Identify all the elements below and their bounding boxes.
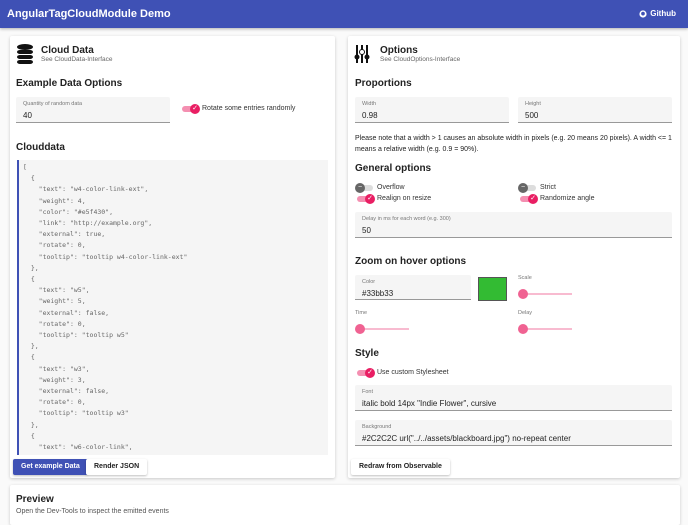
tune-icon bbox=[354, 45, 370, 63]
proportions-heading: Proportions bbox=[355, 78, 412, 89]
height-value[interactable]: 500 bbox=[525, 111, 539, 120]
github-link[interactable]: Github bbox=[639, 9, 676, 18]
delay-value[interactable]: 50 bbox=[362, 226, 371, 235]
check-icon: ✓ bbox=[190, 103, 200, 114]
realign-label: Realign on resize bbox=[377, 195, 432, 202]
redraw-button[interactable]: Redraw from Observable bbox=[351, 459, 450, 475]
quantity-input[interactable]: Quantity of random data 40 bbox=[16, 97, 170, 123]
quantity-label: Quantity of random data bbox=[23, 101, 83, 107]
card-subtitle: See CloudOptions-Interface bbox=[380, 56, 461, 63]
strict-toggle[interactable]: − Strict bbox=[518, 182, 556, 193]
color-label: Color bbox=[362, 279, 376, 285]
slider-thumb[interactable] bbox=[518, 324, 528, 334]
card-title: Cloud Data bbox=[41, 45, 94, 56]
cloud-data-card: Cloud Data See CloudData-Interface Examp… bbox=[10, 36, 335, 478]
top-toolbar: AngularTagCloudModule Demo Github bbox=[0, 0, 688, 28]
app-title: AngularTagCloudModule Demo bbox=[7, 8, 171, 20]
custom-stylesheet-toggle[interactable]: ✓ Use custom Stylesheet bbox=[357, 367, 449, 378]
database-icon bbox=[17, 44, 33, 64]
slider-thumb[interactable] bbox=[518, 289, 528, 299]
width-note: Please note that a width > 1 causes an a… bbox=[355, 135, 672, 153]
font-label: Font bbox=[362, 389, 374, 395]
delay-label: Delay in ms for each word (e.g. 300) bbox=[362, 216, 451, 222]
check-icon: ✓ bbox=[528, 193, 538, 204]
minus-icon: − bbox=[355, 182, 365, 193]
example-data-heading: Example Data Options bbox=[16, 78, 123, 89]
scale-label: Scale bbox=[518, 275, 532, 281]
slider-thumb[interactable] bbox=[355, 324, 365, 334]
realign-toggle[interactable]: ✓ Realign on resize bbox=[357, 193, 432, 204]
custom-stylesheet-label: Use custom Stylesheet bbox=[377, 369, 449, 376]
rotate-toggle[interactable]: ✓ Rotate some entries randomly bbox=[182, 103, 296, 114]
json-textarea[interactable]: [ { "text": "w4-color-link-ext", "weight… bbox=[17, 160, 328, 455]
rotate-label: Rotate some entries randomly bbox=[202, 105, 296, 112]
height-label: Height bbox=[525, 101, 541, 107]
background-input[interactable]: Background #2C2C2C url("../../assets/bla… bbox=[355, 420, 672, 446]
color-input[interactable]: Color #33bb33 bbox=[355, 275, 471, 300]
font-input[interactable]: Font italic bold 14px "Indie Flower", cu… bbox=[355, 385, 672, 411]
randomize-angle-toggle[interactable]: ✓ Randomize angle bbox=[520, 193, 595, 204]
preview-card: Preview Open the Dev-Tools to inspect th… bbox=[10, 485, 680, 525]
color-value[interactable]: #33bb33 bbox=[362, 289, 394, 298]
general-options-heading: General options bbox=[355, 163, 432, 174]
minus-icon: − bbox=[518, 182, 528, 193]
card-title: Options bbox=[380, 45, 418, 56]
randomize-label: Randomize angle bbox=[540, 195, 595, 202]
scale-slider[interactable] bbox=[518, 289, 572, 299]
zoom-options-heading: Zoom on hover options bbox=[355, 256, 467, 267]
delay-slider[interactable] bbox=[518, 324, 572, 334]
github-label: Github bbox=[650, 9, 676, 18]
options-card: Options See CloudOptions-Interface Propo… bbox=[348, 36, 680, 478]
get-example-data-button[interactable]: Get example Data bbox=[13, 459, 88, 475]
time-slider[interactable] bbox=[355, 324, 409, 334]
github-icon bbox=[639, 9, 647, 18]
height-input[interactable]: Height 500 bbox=[518, 97, 672, 123]
overflow-label: Overflow bbox=[377, 184, 405, 191]
card-subtitle: See CloudData-Interface bbox=[41, 56, 113, 63]
delay-input[interactable]: Delay in ms for each word (e.g. 300) 50 bbox=[355, 212, 672, 238]
delay-slider-label: Delay bbox=[518, 310, 533, 316]
check-icon: ✓ bbox=[365, 193, 375, 204]
overflow-toggle[interactable]: − Overflow bbox=[355, 182, 405, 193]
width-label: Width bbox=[362, 101, 377, 107]
clouddata-heading: Clouddata bbox=[16, 142, 65, 153]
strict-label: Strict bbox=[540, 184, 556, 191]
width-input[interactable]: Width 0.98 bbox=[355, 97, 509, 123]
style-heading: Style bbox=[355, 348, 379, 359]
background-label: Background bbox=[362, 424, 392, 430]
preview-heading: Preview bbox=[16, 494, 54, 505]
font-value[interactable]: italic bold 14px "Indie Flower", cursive bbox=[362, 399, 497, 408]
width-value[interactable]: 0.98 bbox=[362, 111, 378, 120]
time-label: Time bbox=[355, 310, 368, 316]
quantity-value[interactable]: 40 bbox=[23, 111, 32, 120]
color-swatch[interactable] bbox=[478, 277, 507, 301]
background-value[interactable]: #2C2C2C url("../../assets/blackboard.jpg… bbox=[362, 434, 571, 443]
render-json-button[interactable]: Render JSON bbox=[86, 459, 148, 475]
check-icon: ✓ bbox=[365, 367, 375, 378]
